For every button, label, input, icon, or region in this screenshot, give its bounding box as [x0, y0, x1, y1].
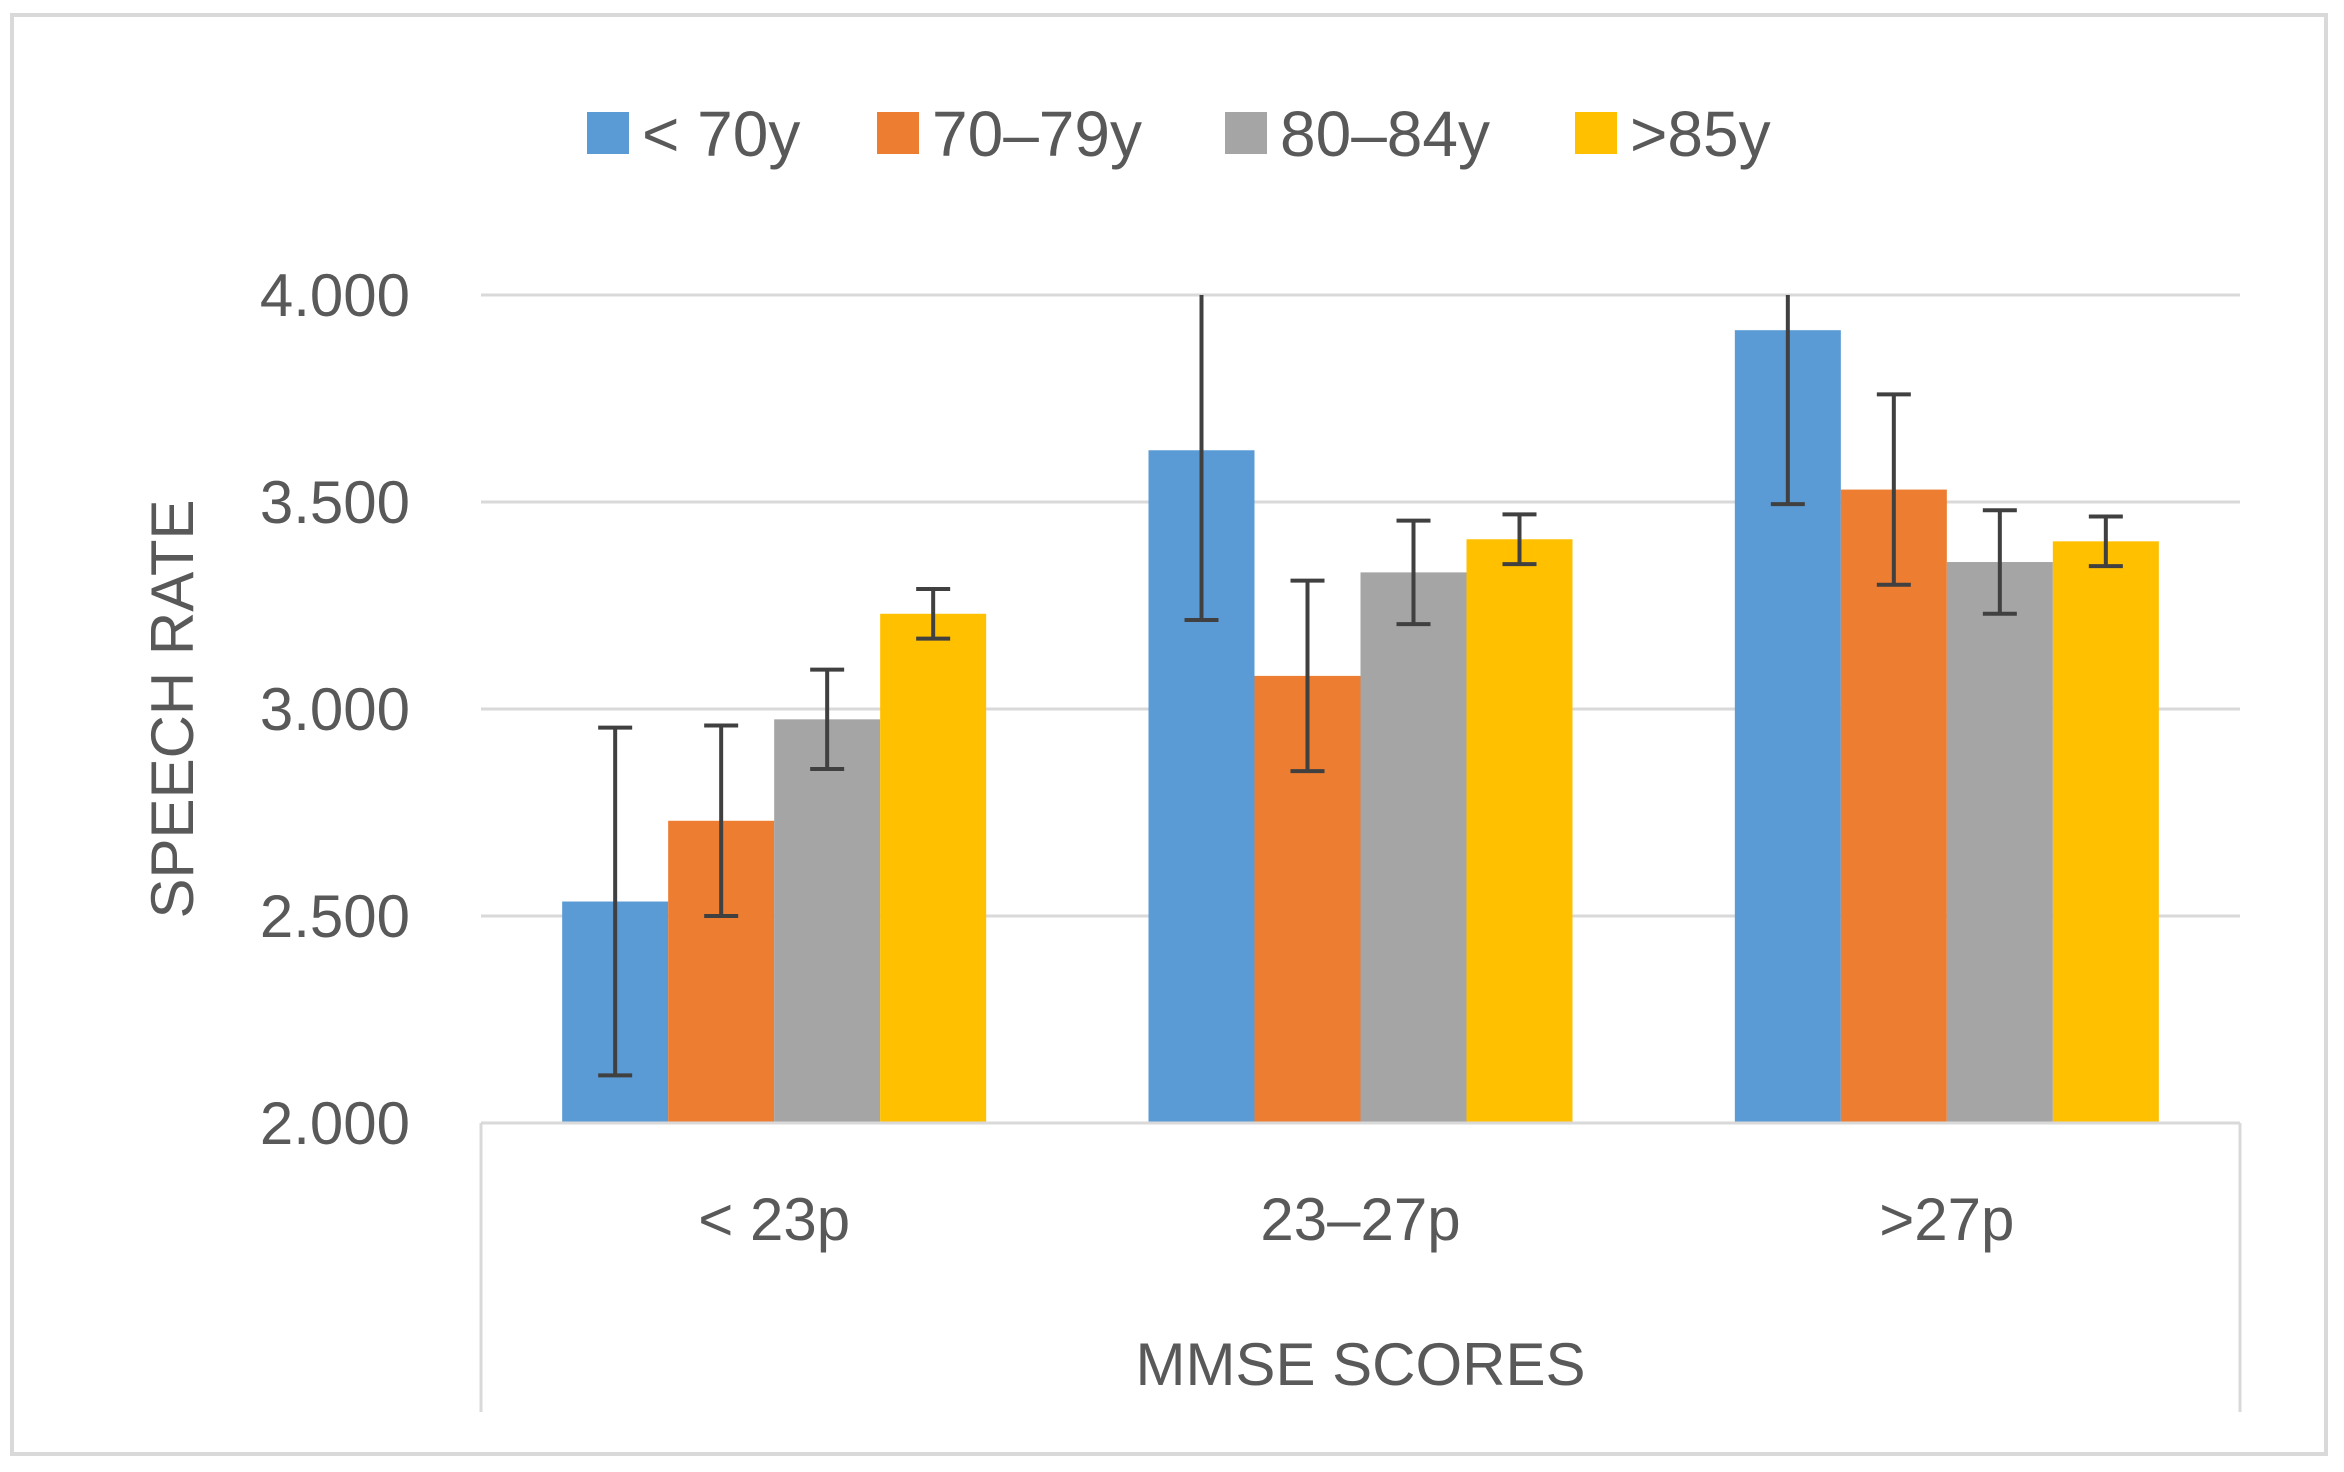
bar — [880, 613, 987, 1123]
legend-swatch — [587, 112, 629, 154]
bar — [1466, 539, 1573, 1123]
y-tick-labels: 2.000 2.500 3.000 3.500 4.000 — [260, 262, 410, 1157]
y-axis-title: SPEECH RATE — [139, 500, 206, 919]
error-bars — [598, 295, 2123, 1078]
y-tick-label: 3.000 — [260, 676, 410, 743]
bar — [774, 719, 881, 1123]
legend-swatch — [877, 112, 919, 154]
bar — [1840, 489, 1947, 1124]
x-axis-title: MMSE SCORES — [1135, 1331, 1585, 1398]
bar — [1360, 572, 1467, 1123]
axes — [479, 1121, 2242, 1412]
bar — [1946, 562, 2053, 1123]
bar — [2052, 541, 2159, 1123]
y-tick-label: 2.500 — [260, 883, 410, 950]
legend-swatch — [1225, 112, 1267, 154]
y-tick-label: 2.000 — [260, 1090, 410, 1157]
legend: < 70y 70–79y 80–84y >85y — [587, 98, 1771, 170]
y-tick-label: 4.000 — [260, 262, 410, 329]
category-labels: < 23p 23–27p >27p — [698, 1186, 2014, 1253]
category-label: 23–27p — [1260, 1186, 1460, 1253]
category-label: < 23p — [698, 1186, 850, 1253]
bars — [562, 330, 2159, 1124]
legend-label: 70–79y — [932, 98, 1142, 170]
legend-swatch — [1575, 112, 1617, 154]
legend-label: < 70y — [642, 98, 800, 170]
legend-label: >85y — [1630, 98, 1771, 170]
legend-label: 80–84y — [1280, 98, 1490, 170]
y-tick-label: 3.500 — [260, 469, 410, 536]
category-label: >27p — [1879, 1186, 2014, 1253]
